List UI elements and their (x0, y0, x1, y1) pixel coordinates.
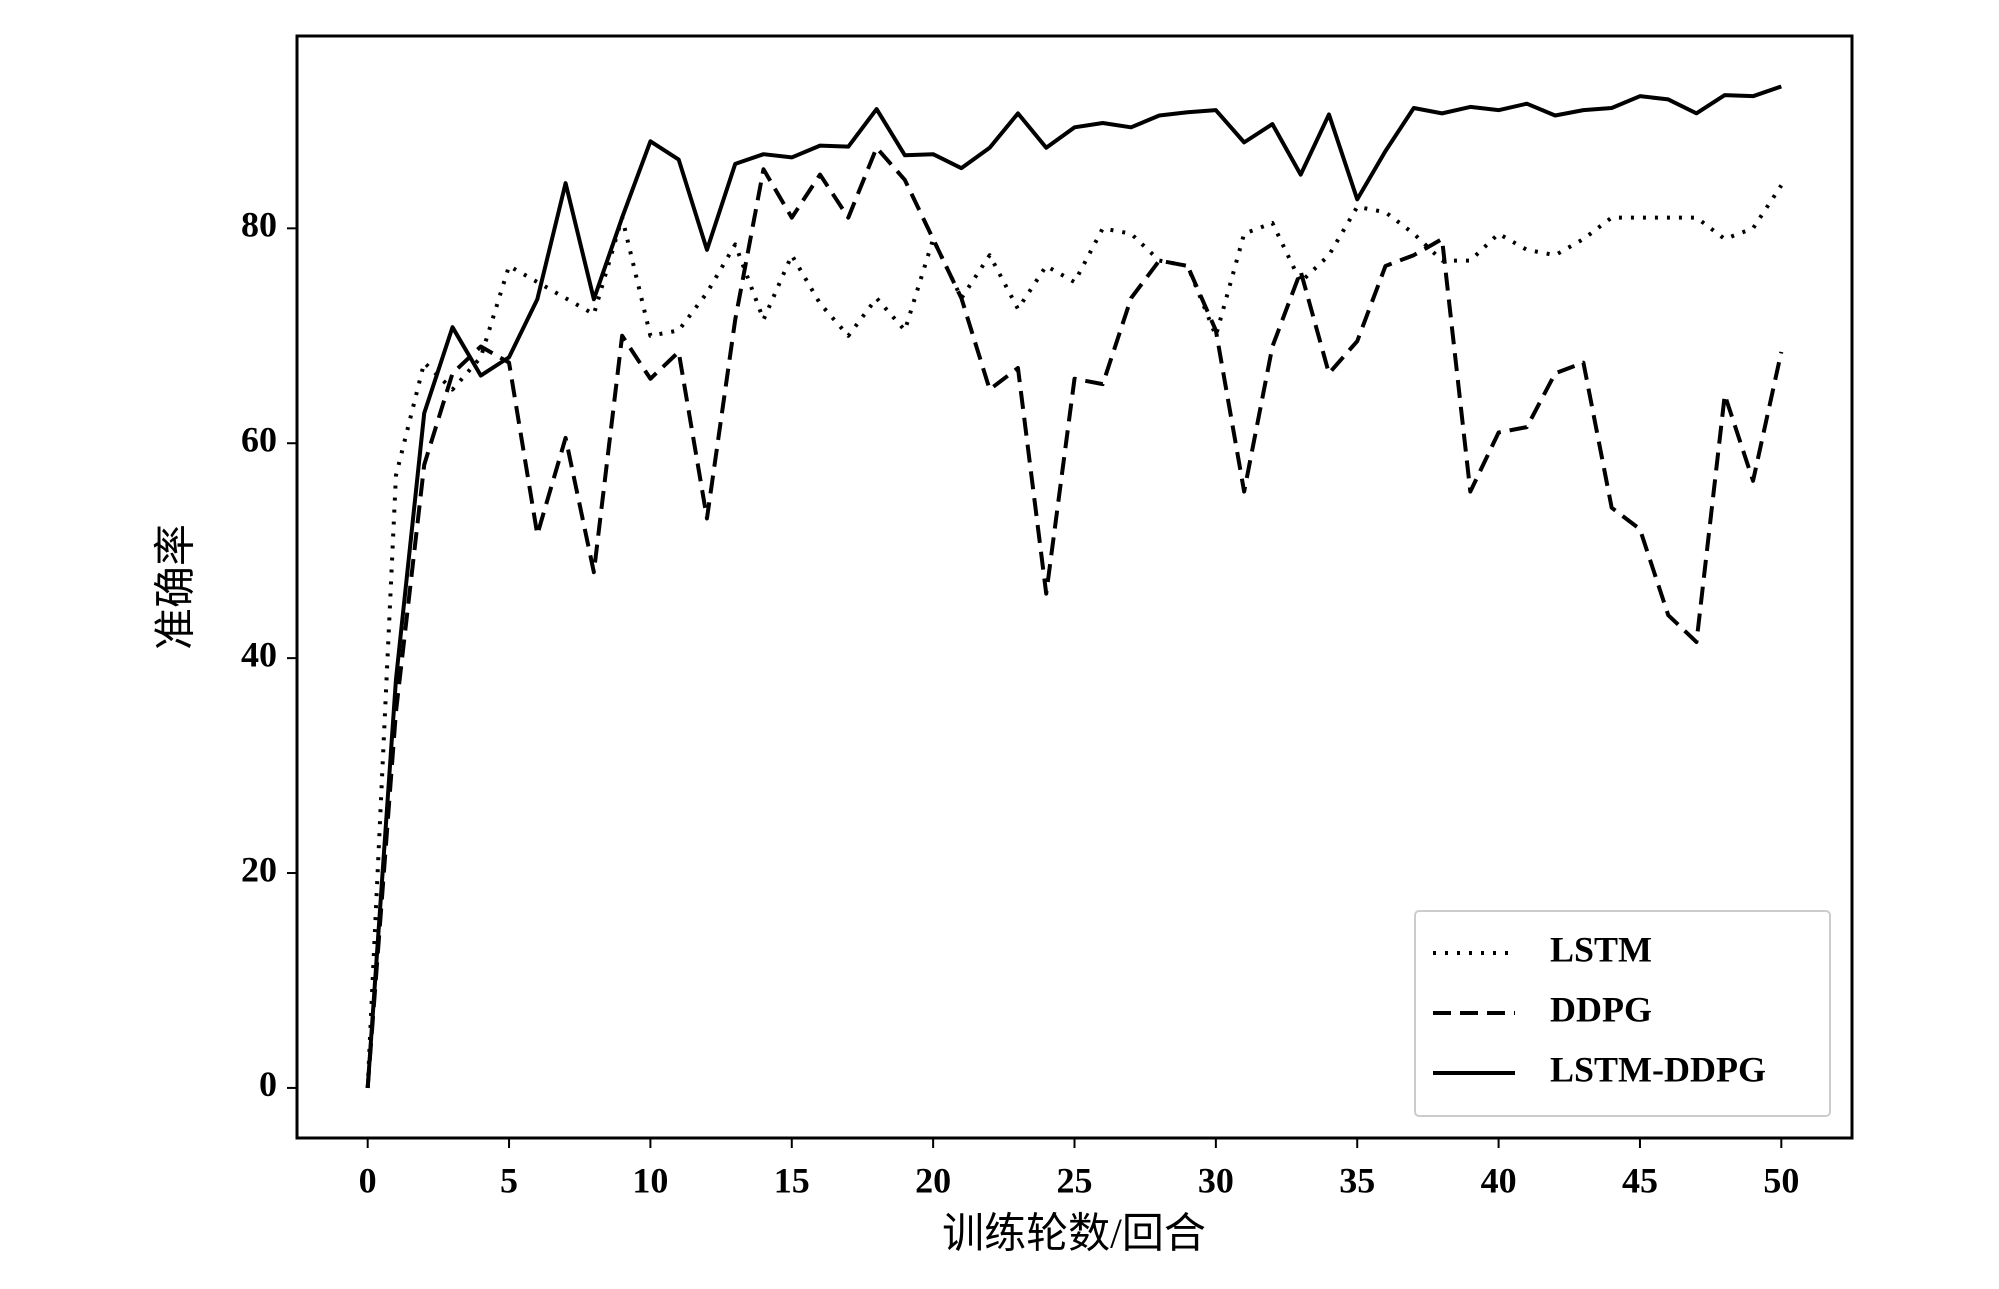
legend-label: LSTM-DDPG (1550, 1049, 1766, 1089)
plot-frame (295, 34, 1854, 1140)
data-line (365, 84, 1782, 1089)
x-tick-label: 35 (1339, 1160, 1375, 1200)
y-axis-label: 准确率 (153, 524, 200, 650)
x-tick-label: 5 (500, 1160, 518, 1200)
x-tick-label: 15 (774, 1160, 810, 1200)
legend-label: LSTM (1550, 929, 1652, 969)
x-tick-label: 45 (1622, 1160, 1658, 1200)
y-tick-label: 40 (241, 634, 277, 674)
x-tick-label: 25 (1057, 1160, 1093, 1200)
legend-label: DDPG (1550, 989, 1652, 1029)
y-tick-label: 20 (241, 849, 277, 889)
y-tick-label: 60 (241, 419, 277, 459)
x-tick-label: 40 (1481, 1160, 1517, 1200)
x-tick-label: 20 (915, 1160, 951, 1200)
x-tick-label: 10 (632, 1160, 668, 1200)
legend-box (1414, 910, 1831, 1117)
legend: LSTM DDPG LSTM-DDPG (1414, 910, 1831, 1117)
y-tick-label: 0 (259, 1064, 277, 1104)
x-axis-label: 训练轮数/回合 (942, 1211, 1206, 1258)
x-tick-label: 0 (359, 1160, 377, 1200)
data-line (365, 145, 1784, 1089)
y-tick-label: 80 (241, 205, 277, 245)
x-tick-label: 50 (1763, 1160, 1799, 1200)
x-tick-label: 30 (1198, 1160, 1234, 1200)
